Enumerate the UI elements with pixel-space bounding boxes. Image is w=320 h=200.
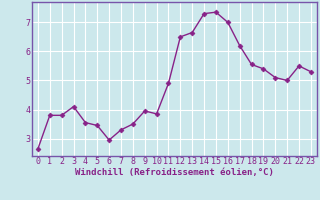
X-axis label: Windchill (Refroidissement éolien,°C): Windchill (Refroidissement éolien,°C) bbox=[75, 168, 274, 177]
